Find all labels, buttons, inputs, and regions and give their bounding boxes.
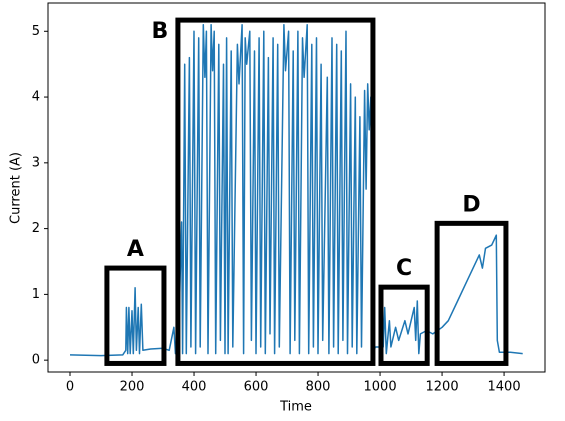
annotation-box: [104, 265, 167, 366]
x-tick-label: 200: [120, 380, 145, 395]
y-tick-label: 0: [32, 353, 40, 368]
x-tick-label: 1400: [488, 380, 521, 395]
annotation-label: A: [127, 237, 144, 262]
x-tick-label: 600: [244, 380, 269, 395]
x-tick-label: 1000: [364, 380, 397, 395]
y-tick-label: 5: [32, 24, 40, 39]
y-tick-label: 3: [32, 155, 40, 170]
x-tick-label: 1200: [426, 380, 459, 395]
x-axis-label: Time: [279, 400, 312, 415]
plot-frame: [47, 2, 546, 373]
y-tick-label: 1: [32, 287, 40, 302]
annotation-box: [378, 284, 430, 366]
data-line: [69, 23, 523, 357]
y-axis-label: Current (A): [9, 152, 24, 224]
x-tick-label: 400: [182, 380, 207, 395]
y-tick-label: 2: [32, 221, 40, 236]
annotation-label: B: [152, 19, 169, 44]
annotation-box: [434, 220, 509, 366]
x-tick-label: 800: [306, 380, 331, 395]
x-tick-label: 0: [66, 380, 74, 395]
annotation-label: C: [396, 256, 412, 281]
annotation-box: [175, 17, 376, 366]
annotation-label: D: [462, 192, 480, 217]
y-tick-label: 4: [32, 90, 40, 105]
